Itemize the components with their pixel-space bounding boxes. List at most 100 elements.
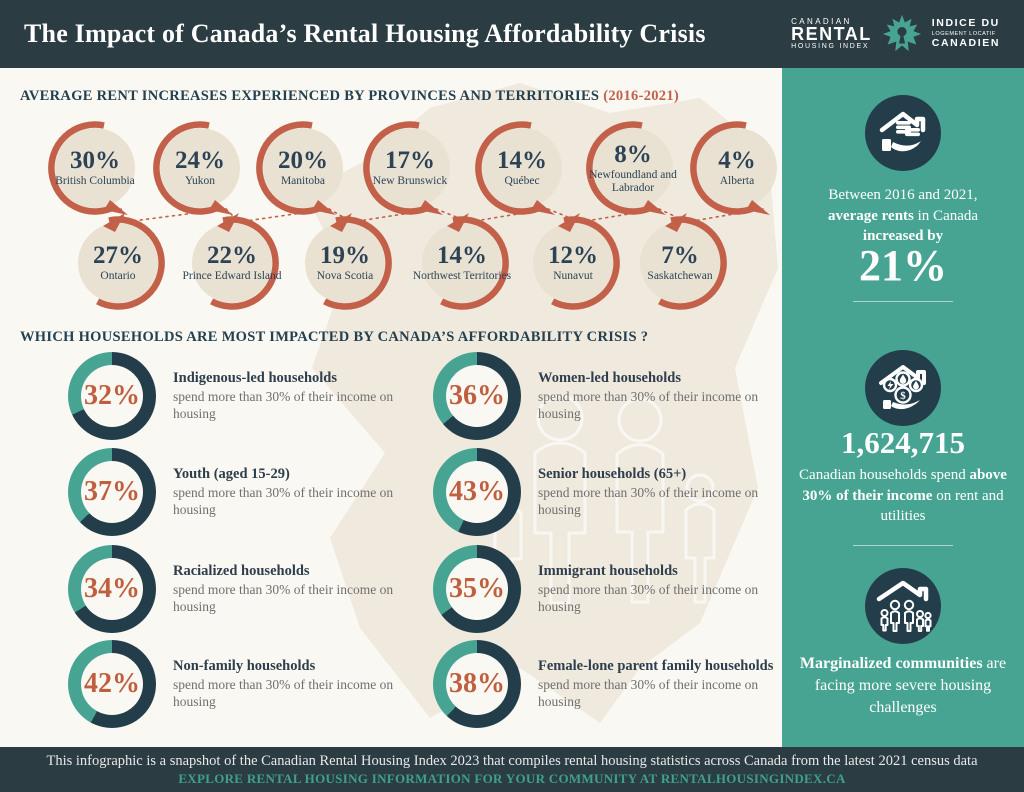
province-name: Ontario <box>100 270 136 283</box>
province-percent: 24% <box>175 147 225 175</box>
maple-leaf-icon <box>882 14 921 52</box>
arc-decoration <box>475 121 555 215</box>
sidebar-text-marginalized: Marginalized communities are facing more… <box>799 655 1007 717</box>
province-name: Nova Scotia <box>316 270 374 283</box>
donut-chart: 42% <box>68 640 156 728</box>
province-bubble: 8% Newfoundland and Labrador <box>586 121 677 215</box>
household-name: Women-led households <box>538 370 682 387</box>
logo-fr-line2: LOGEMENT LOCATIF <box>931 30 996 37</box>
donut-percent: 36% <box>449 380 505 411</box>
household-name: Female-lone parent family households <box>538 658 774 675</box>
household-desc: spend more than 30% of their income on h… <box>538 484 759 517</box>
household-name: Youth (aged 15-29) <box>173 466 290 483</box>
footer-note: This infographic is a snapshot of the Ca… <box>46 753 978 769</box>
province-bubble: 17% New Brunswick <box>363 121 450 215</box>
household-desc: spend more than 30% of their income on h… <box>173 676 394 709</box>
household-stat: 34% Racialized households spend more than… <box>68 545 425 633</box>
donut-percent: 37% <box>84 476 140 507</box>
arc-decoration <box>440 213 509 310</box>
province-percent: 19% <box>320 242 370 270</box>
province-name: British Columbia <box>55 175 135 188</box>
province-bubble: 24% Yukon <box>153 121 240 215</box>
donut-percent: 38% <box>449 668 505 699</box>
main-content: AVERAGE RENT INCREASES EXPERIENCED BY PR… <box>0 68 782 747</box>
province-percent: 30% <box>70 147 120 175</box>
svg-text:$: $ <box>900 390 906 402</box>
province-name: Manitoba <box>280 175 326 188</box>
rent-section-title: AVERAGE RENT INCREASES EXPERIENCED BY PR… <box>20 88 680 104</box>
household-desc: spend more than 30% of their income on h… <box>173 484 394 517</box>
province-percent: 4% <box>718 147 756 175</box>
logo-en-line1: CANADIAN <box>791 16 852 26</box>
province-bubble: 22% Prince Edward Island <box>183 213 282 310</box>
household-desc: spend more than 30% of their income on h… <box>173 388 394 421</box>
province-bubble: 12% Nunavut <box>533 213 620 310</box>
donut-hole <box>81 365 143 427</box>
household-name: Indigenous-led households <box>173 370 337 387</box>
provinces-panel: 30% British Columbia 24% Yukon 20% Manit… <box>0 115 782 330</box>
province-bubble: 19% Nova Scotia <box>305 213 392 310</box>
province-percent: 7% <box>661 242 699 270</box>
arc-decoration <box>48 121 128 215</box>
province-percent: 14% <box>497 147 547 175</box>
province-percent: 17% <box>385 147 435 175</box>
arc-decoration <box>690 121 770 215</box>
household-stat: 35% Immigrant households spend more than … <box>433 545 782 633</box>
province-name: Nunavut <box>553 270 593 283</box>
arc-decoration <box>323 213 392 310</box>
logo-en-line3: HOUSING INDEX <box>791 43 870 51</box>
donut-chart: 38% <box>433 640 521 728</box>
household-desc: spend more than 30% of their income on h… <box>538 581 759 614</box>
divider <box>853 301 953 302</box>
donut-hole <box>446 653 508 715</box>
logo-fr-line3: CANADIEN <box>931 37 1000 50</box>
province-name: Saskatchewan <box>647 270 713 283</box>
arc-decoration <box>153 121 233 215</box>
arc-decoration <box>210 213 279 310</box>
household-stat: 42% Non-family households spend more than… <box>68 640 425 728</box>
donut-chart: 32% <box>68 352 156 440</box>
donut-chart: 35% <box>433 545 521 633</box>
donut-hole <box>446 365 508 427</box>
website-link[interactable]: RENTALHOUSINGINDEX.CA <box>660 771 846 786</box>
province-bubble: 20% Manitoba <box>256 121 343 215</box>
footer-cta: EXPLORE RENTAL HOUSING INFORMATION FOR Y… <box>178 771 846 786</box>
donut-hole <box>81 461 143 523</box>
donut-hole <box>81 653 143 715</box>
donut-chart: 37% <box>68 448 156 536</box>
province-bubble: 14% Northwest Territories <box>413 213 511 310</box>
household-desc: spend more than 30% of their income on h… <box>538 388 759 421</box>
province-bubble: 30% British Columbia <box>48 121 135 215</box>
donut-hole <box>81 558 143 620</box>
sidebar-text-rent: Between 2016 and 2021, average rents in … <box>827 187 979 245</box>
household-stat: 38% Female-lone parent family households… <box>433 640 782 728</box>
donut-percent: 35% <box>449 573 505 604</box>
province-percent: 20% <box>278 147 328 175</box>
household-name: Non-family households <box>173 658 316 675</box>
province-percent: 12% <box>548 242 598 270</box>
stat-households-count: 1,624,715 <box>841 425 965 460</box>
province-percent: 8% <box>614 140 652 168</box>
family-under-roof-icon <box>865 568 941 644</box>
crhi-logo: CANADIAN RENTAL HOUSING INDEX INDICE DU … <box>791 13 1000 55</box>
household-name: Racialized households <box>173 563 310 580</box>
logo-en-line2: RENTAL <box>791 24 872 45</box>
donut-percent: 43% <box>449 476 505 507</box>
household-stat: 43% Senior households (65+) spend more th… <box>433 448 782 536</box>
household-name: Immigrant households <box>538 563 678 580</box>
household-desc: spend more than 30% of their income on h… <box>173 581 394 614</box>
province-name: Yukon <box>184 175 216 188</box>
arc-decoration <box>256 121 336 215</box>
donut-percent: 42% <box>84 668 140 699</box>
household-stat: 32% Indigenous-led households spend more … <box>68 352 425 440</box>
highlights-sidebar: Between 2016 and 2021, average rents in … <box>782 68 1024 747</box>
household-stat: 37% Youth (aged 15-29) spend more than 30… <box>68 448 425 536</box>
donut-chart: 43% <box>433 448 521 536</box>
households-section-title: WHICH HOUSEHOLDS ARE MOST IMPACTED BY CA… <box>20 329 649 345</box>
province-bubble: 4% Alberta <box>690 121 777 215</box>
household-desc: spend more than 30% of their income on h… <box>538 676 759 709</box>
page-title: The Impact of Canada’s Rental Housing Af… <box>24 19 706 48</box>
house-utilities-hand-icon: $ <box>865 350 941 426</box>
arc-decoration <box>363 121 443 215</box>
